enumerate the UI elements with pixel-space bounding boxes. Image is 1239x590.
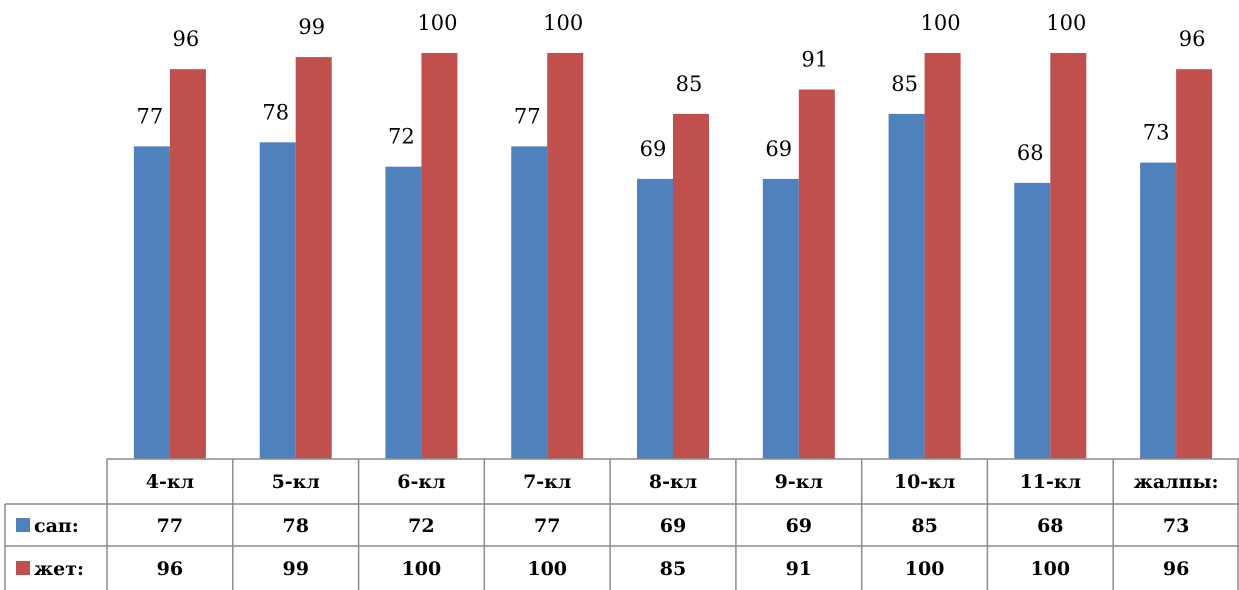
bar-sap-3 xyxy=(511,146,547,459)
data-label-zhet-0: 96 xyxy=(173,27,200,51)
table-cell-zhet-8: 96 xyxy=(1163,558,1189,580)
data-label-zhet-7: 100 xyxy=(1046,11,1086,35)
table-cell-sap-2: 72 xyxy=(408,515,434,537)
data-label-zhet-6: 100 xyxy=(921,11,961,35)
bar-sap-4 xyxy=(637,179,673,459)
legend-swatch-sap xyxy=(16,518,30,532)
data-label-sap-6: 85 xyxy=(891,72,918,96)
category-label-6: 10-кл xyxy=(894,471,955,493)
bar-sap-8 xyxy=(1140,163,1176,459)
data-label-zhet-5: 91 xyxy=(801,48,828,72)
table-cell-sap-1: 78 xyxy=(282,515,308,537)
category-label-5: 9-кл xyxy=(775,471,823,493)
data-label-zhet-2: 100 xyxy=(417,11,457,35)
table-cell-zhet-6: 100 xyxy=(905,558,945,580)
category-label-0: 4-кл xyxy=(146,471,194,493)
data-label-sap-3: 77 xyxy=(514,104,541,128)
bar-sap-5 xyxy=(763,179,799,459)
table-cell-sap-5: 69 xyxy=(786,515,812,537)
table-cell-sap-8: 73 xyxy=(1163,515,1189,537)
data-label-sap-8: 73 xyxy=(1143,121,1170,145)
category-label-3: 7-кл xyxy=(523,471,571,493)
bar-zhet-7 xyxy=(1050,53,1086,459)
bar-zhet-1 xyxy=(296,57,332,459)
table-cell-zhet-1: 99 xyxy=(282,558,308,580)
table-cell-sap-3: 77 xyxy=(534,515,560,537)
data-label-sap-4: 69 xyxy=(640,137,667,161)
data-label-sap-0: 77 xyxy=(137,104,164,128)
data-label-zhet-4: 85 xyxy=(676,72,703,96)
table-cell-zhet-2: 100 xyxy=(402,558,442,580)
category-label-2: 6-кл xyxy=(397,471,445,493)
category-label-1: 5-кл xyxy=(272,471,320,493)
bar-sap-0 xyxy=(134,146,170,459)
bar-sap-1 xyxy=(260,142,296,459)
data-label-sap-1: 78 xyxy=(262,100,289,124)
bar-zhet-6 xyxy=(925,53,961,459)
category-label-7: 11-кл xyxy=(1020,471,1081,493)
table-cell-sap-4: 69 xyxy=(660,515,686,537)
data-table: 4-кл 5-кл 6-кл 7-кл 8-кл 9-кл 10-кл 11-кл жалпы:… xyxy=(5,459,1239,590)
table-cell-zhet-5: 91 xyxy=(786,558,812,580)
bar-zhet-3 xyxy=(547,53,583,459)
legend-label-zhet: жет: xyxy=(34,558,84,580)
category-label-8: жалпы: xyxy=(1134,471,1219,493)
table-cell-sap-7: 68 xyxy=(1037,515,1063,537)
data-label-sap-2: 72 xyxy=(388,125,415,149)
bar-zhet-2 xyxy=(421,53,457,459)
legend-swatch-zhet xyxy=(16,561,30,575)
table-cell-zhet-7: 100 xyxy=(1030,558,1070,580)
bar-zhet-0 xyxy=(170,69,206,459)
data-label-sap-5: 69 xyxy=(765,137,792,161)
table-cell-sap-6: 85 xyxy=(911,515,937,537)
category-label-4: 8-кл xyxy=(649,471,697,493)
bar-sap-6 xyxy=(889,114,925,459)
bars-layer xyxy=(134,53,1212,459)
bar-sap-7 xyxy=(1014,183,1050,459)
table-cell-sap-0: 77 xyxy=(157,515,183,537)
data-label-sap-7: 68 xyxy=(1017,141,1044,165)
bar-zhet-5 xyxy=(799,90,835,460)
bar-zhet-4 xyxy=(673,114,709,459)
table-cell-zhet-4: 85 xyxy=(660,558,686,580)
table-cell-zhet-3: 100 xyxy=(527,558,567,580)
legend-label-sap: сап: xyxy=(34,515,79,537)
bar-sap-2 xyxy=(385,167,421,459)
data-label-zhet-1: 99 xyxy=(298,15,325,39)
data-label-zhet-3: 100 xyxy=(543,11,583,35)
table-cell-zhet-0: 96 xyxy=(157,558,183,580)
data-label-zhet-8: 96 xyxy=(1179,27,1206,51)
bar-zhet-8 xyxy=(1176,69,1212,459)
